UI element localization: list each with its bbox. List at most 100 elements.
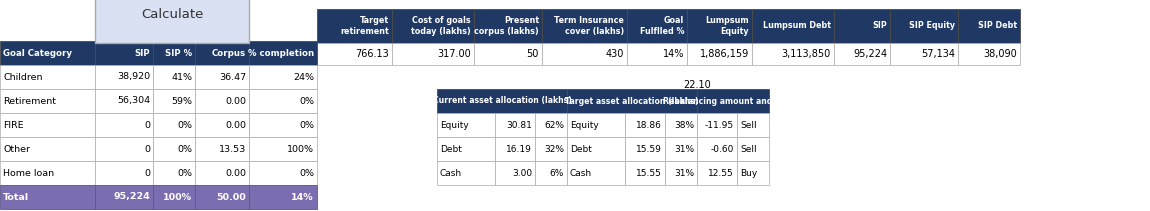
Bar xyxy=(494,113,535,137)
Text: -0.60: -0.60 xyxy=(711,145,734,153)
Text: 50: 50 xyxy=(527,49,539,59)
Bar xyxy=(95,161,153,185)
Text: 1,886,159: 1,886,159 xyxy=(699,49,749,59)
Text: 62%: 62% xyxy=(544,120,564,130)
Text: 50.00: 50.00 xyxy=(216,192,246,202)
Bar xyxy=(542,43,627,65)
Text: Cash: Cash xyxy=(570,169,592,177)
Bar xyxy=(737,113,769,137)
Text: Debt: Debt xyxy=(440,145,462,153)
Text: Total: Total xyxy=(3,192,29,202)
Text: 12.55: 12.55 xyxy=(708,169,734,177)
Text: 38,090: 38,090 xyxy=(983,49,1017,59)
Bar xyxy=(153,161,196,185)
Text: SIP: SIP xyxy=(135,49,150,58)
Text: 16.19: 16.19 xyxy=(506,145,532,153)
Text: Retirement: Retirement xyxy=(3,96,56,106)
Text: Equity: Equity xyxy=(570,120,599,130)
Bar xyxy=(153,113,196,137)
Text: 38,920: 38,920 xyxy=(117,73,150,81)
Text: Children: Children xyxy=(3,73,43,81)
Bar xyxy=(834,43,890,65)
Text: 30.81: 30.81 xyxy=(506,120,532,130)
Bar xyxy=(196,65,250,89)
Bar xyxy=(250,113,317,137)
Text: Calculate: Calculate xyxy=(140,8,204,22)
Text: 0.00: 0.00 xyxy=(225,169,246,177)
Bar xyxy=(250,41,317,65)
Text: 22.10: 22.10 xyxy=(683,80,711,90)
Text: Corpus: Corpus xyxy=(212,49,246,58)
Text: SIP %: SIP % xyxy=(164,49,192,58)
Bar xyxy=(624,137,665,161)
Text: 0: 0 xyxy=(144,145,150,153)
Bar xyxy=(95,41,153,65)
Text: 36.47: 36.47 xyxy=(218,73,246,81)
Text: 14%: 14% xyxy=(291,192,314,202)
Text: 38%: 38% xyxy=(674,120,693,130)
Bar xyxy=(737,137,769,161)
Bar xyxy=(0,89,95,113)
Text: 31%: 31% xyxy=(674,169,693,177)
Bar xyxy=(542,9,627,43)
Text: Debt: Debt xyxy=(570,145,592,153)
Text: Rebalancing amount and action: Rebalancing amount and action xyxy=(664,96,803,106)
Text: 95,224: 95,224 xyxy=(113,192,150,202)
Bar xyxy=(958,43,1020,65)
Bar xyxy=(665,137,697,161)
Bar xyxy=(567,89,697,113)
Bar xyxy=(627,9,687,43)
Bar xyxy=(627,43,687,65)
Text: 0%: 0% xyxy=(299,169,314,177)
Bar xyxy=(250,137,317,161)
Bar xyxy=(958,9,1020,43)
Bar xyxy=(437,137,494,161)
Bar xyxy=(250,89,317,113)
Bar xyxy=(196,89,250,113)
Text: 56,304: 56,304 xyxy=(117,96,150,106)
Text: Lumpsum Debt: Lumpsum Debt xyxy=(762,22,831,31)
Bar xyxy=(317,43,392,65)
Bar xyxy=(95,113,153,137)
Text: 0.00: 0.00 xyxy=(225,96,246,106)
Bar xyxy=(494,137,535,161)
Text: 14%: 14% xyxy=(662,49,684,59)
Bar xyxy=(0,185,95,209)
Text: Target
retirement: Target retirement xyxy=(340,16,389,36)
Text: Current asset allocation (lakhs): Current asset allocation (lakhs) xyxy=(432,96,572,106)
Text: % completion: % completion xyxy=(248,49,314,58)
Bar xyxy=(392,9,474,43)
Bar xyxy=(567,113,624,137)
Bar xyxy=(196,161,250,185)
Bar xyxy=(0,0,317,43)
Text: SIP Debt: SIP Debt xyxy=(978,22,1017,31)
Text: 430: 430 xyxy=(606,49,624,59)
Bar xyxy=(0,41,95,65)
Text: 57,134: 57,134 xyxy=(921,49,954,59)
Bar xyxy=(752,43,834,65)
Bar xyxy=(535,113,567,137)
Bar xyxy=(153,41,196,65)
Bar xyxy=(834,9,890,43)
Bar xyxy=(665,113,697,137)
Bar xyxy=(196,185,250,209)
Text: Lumpsum
Equity: Lumpsum Equity xyxy=(705,16,749,36)
Bar xyxy=(250,161,317,185)
Bar xyxy=(437,113,494,137)
Text: 100%: 100% xyxy=(163,192,192,202)
Text: Goal
Fulflled %: Goal Fulflled % xyxy=(639,16,684,36)
Text: 13.53: 13.53 xyxy=(218,145,246,153)
Bar xyxy=(0,113,95,137)
Bar xyxy=(494,161,535,185)
Text: SIP: SIP xyxy=(872,22,887,31)
Text: Cash: Cash xyxy=(440,169,462,177)
Text: 15.59: 15.59 xyxy=(636,145,662,153)
Text: Home loan: Home loan xyxy=(3,169,54,177)
Text: 0%: 0% xyxy=(299,96,314,106)
Bar xyxy=(95,65,153,89)
Bar xyxy=(474,43,542,65)
Text: 3,113,850: 3,113,850 xyxy=(782,49,831,59)
Text: 15.55: 15.55 xyxy=(636,169,662,177)
Bar xyxy=(250,65,317,89)
Text: 95,224: 95,224 xyxy=(853,49,887,59)
